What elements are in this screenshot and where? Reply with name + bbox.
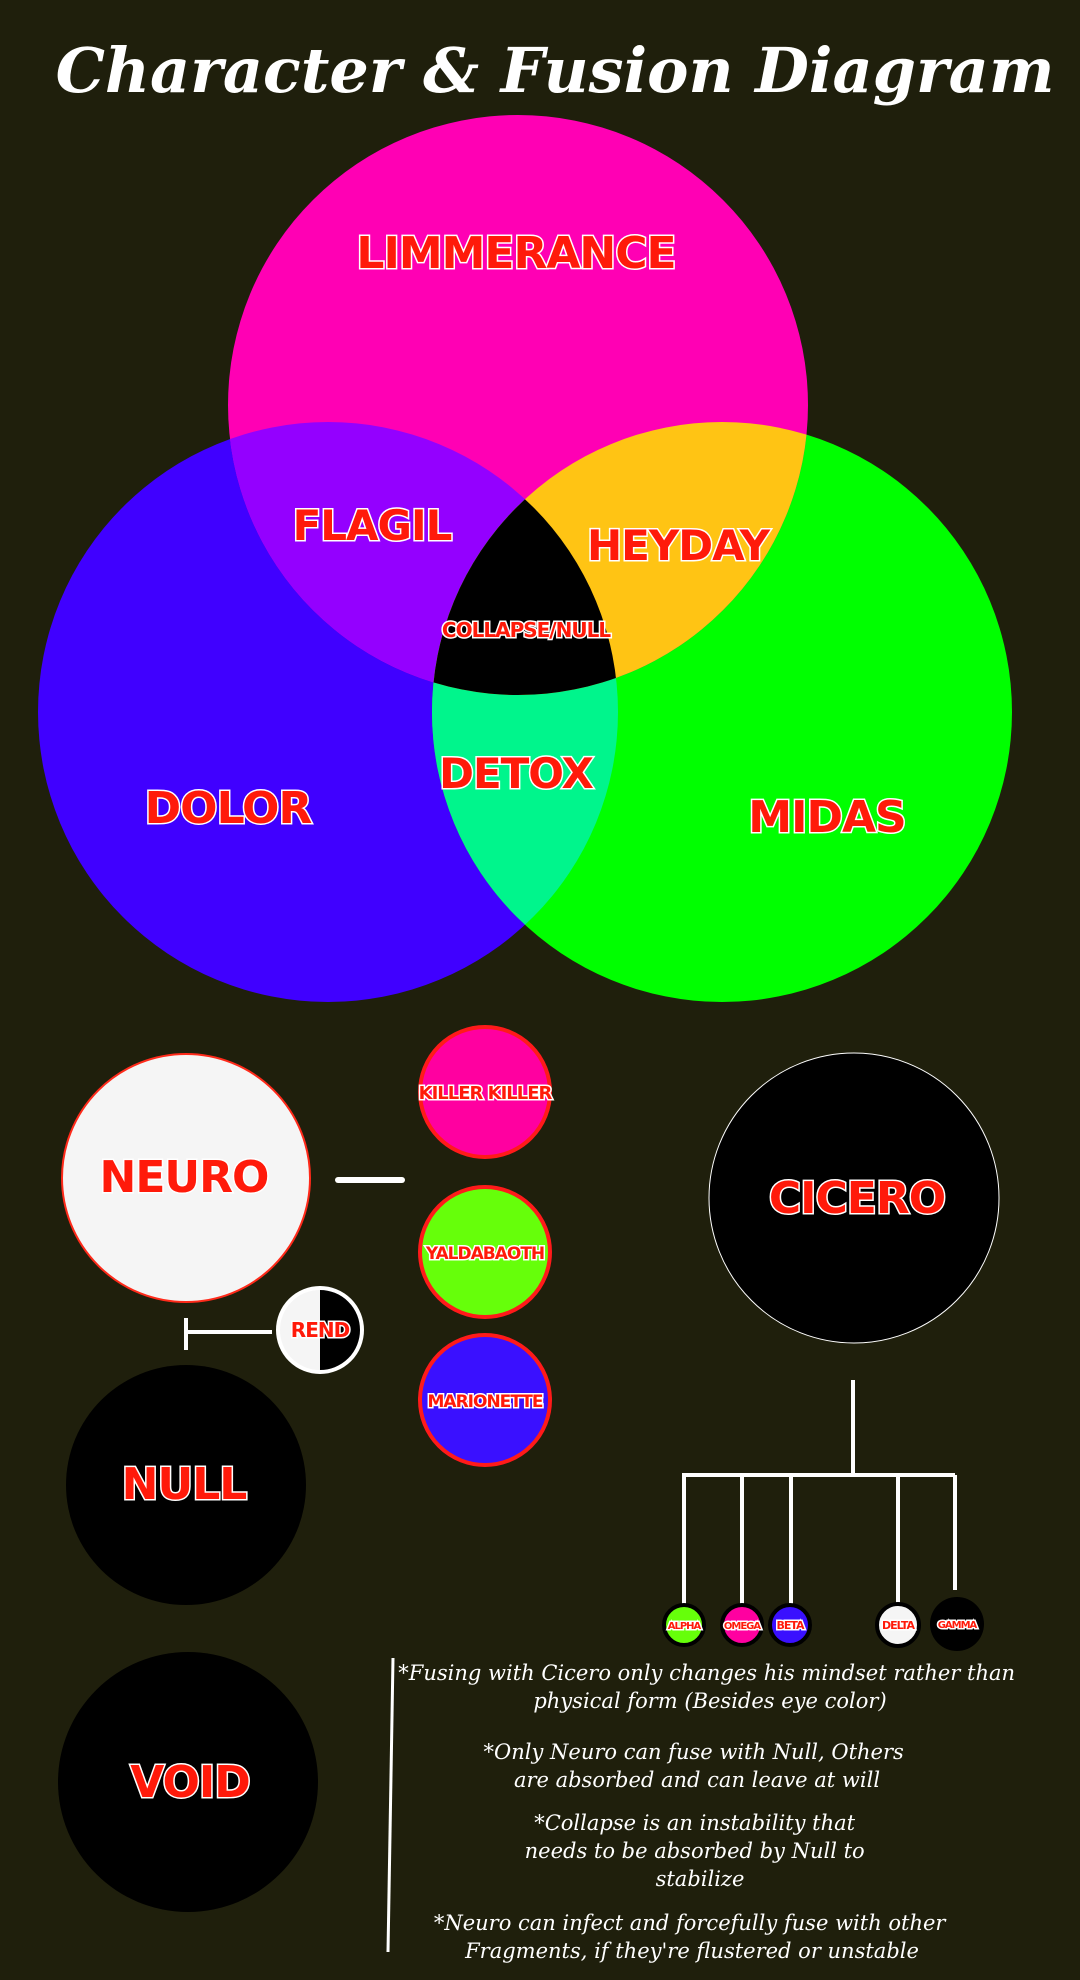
omega-label: OMEGA [724, 1621, 761, 1632]
beta-circle [768, 1603, 812, 1647]
limmerance-label: LIMMERANCE [356, 228, 675, 279]
heyday-region [432, 422, 808, 695]
midas-label: MIDAS [748, 792, 905, 843]
gamma-label: GAMMA [938, 1620, 978, 1631]
gamma-circle [930, 1597, 984, 1651]
cicero-group: CICERO ALPHA OMEGA BETA DELTA GAMMA [662, 1052, 1000, 1651]
venn-diagram: LIMMERANCE FLAGIL HEYDAY COLLAPSE/NULL D… [38, 115, 1012, 1002]
note-null: *Only Neuro can fuse with Null, Others a… [484, 1740, 911, 1792]
page-title: Character & Fusion Diagram [56, 34, 1055, 107]
neuro-group: NEURO KILLER KILLER YALDABAOTH MARIONETT… [58, 1025, 555, 1912]
null-label: NULL [122, 1459, 247, 1510]
yaldabaoth-label: YALDABAOTH [425, 1244, 544, 1264]
flagil-region [228, 422, 618, 695]
alpha-circle [662, 1603, 706, 1647]
void-circle [58, 1652, 318, 1912]
note-collapse: *Collapse is an instability that needs t… [525, 1811, 872, 1891]
beta-label: BETA [776, 1619, 805, 1632]
killer-killer-label: KILLER KILLER [419, 1083, 553, 1104]
cicero-label: CICERO [769, 1173, 945, 1224]
void-label: VOID [130, 1757, 250, 1808]
delta-label: DELTA [882, 1619, 915, 1632]
detox-label: DETOX [439, 749, 593, 798]
collapse-null-label: COLLAPSE/NULL [442, 618, 611, 642]
cicero-tree-lines [682, 1380, 957, 1604]
yaldabaoth-circle [418, 1185, 552, 1319]
rend-label: REND [291, 1318, 350, 1342]
marionette-label: MARIONETTE [428, 1392, 543, 1412]
note-cicero: *Fusing with Cicero only changes his min… [398, 1661, 1021, 1713]
rend-circle [276, 1286, 364, 1374]
flagil-label: FLAGIL [293, 501, 452, 550]
dolor-label: DOLOR [145, 783, 312, 834]
alpha-label: ALPHA [668, 1621, 702, 1632]
delta-circle [875, 1602, 921, 1648]
neuro-circle [61, 1053, 311, 1303]
neuro-label: NEURO [100, 1152, 269, 1203]
notes: *Fusing with Cicero only changes his min… [398, 1661, 1021, 1963]
cicero-circle [708, 1052, 1000, 1344]
note-neuro: *Neuro can infect and forcefully fuse wi… [434, 1911, 952, 1963]
notes-divider [386, 1657, 395, 1953]
omega-circle [720, 1603, 764, 1647]
null-circle [66, 1365, 306, 1605]
heyday-label: HEYDAY [587, 521, 771, 570]
killer-killer-circle [418, 1025, 552, 1159]
marionette-circle [418, 1333, 552, 1467]
